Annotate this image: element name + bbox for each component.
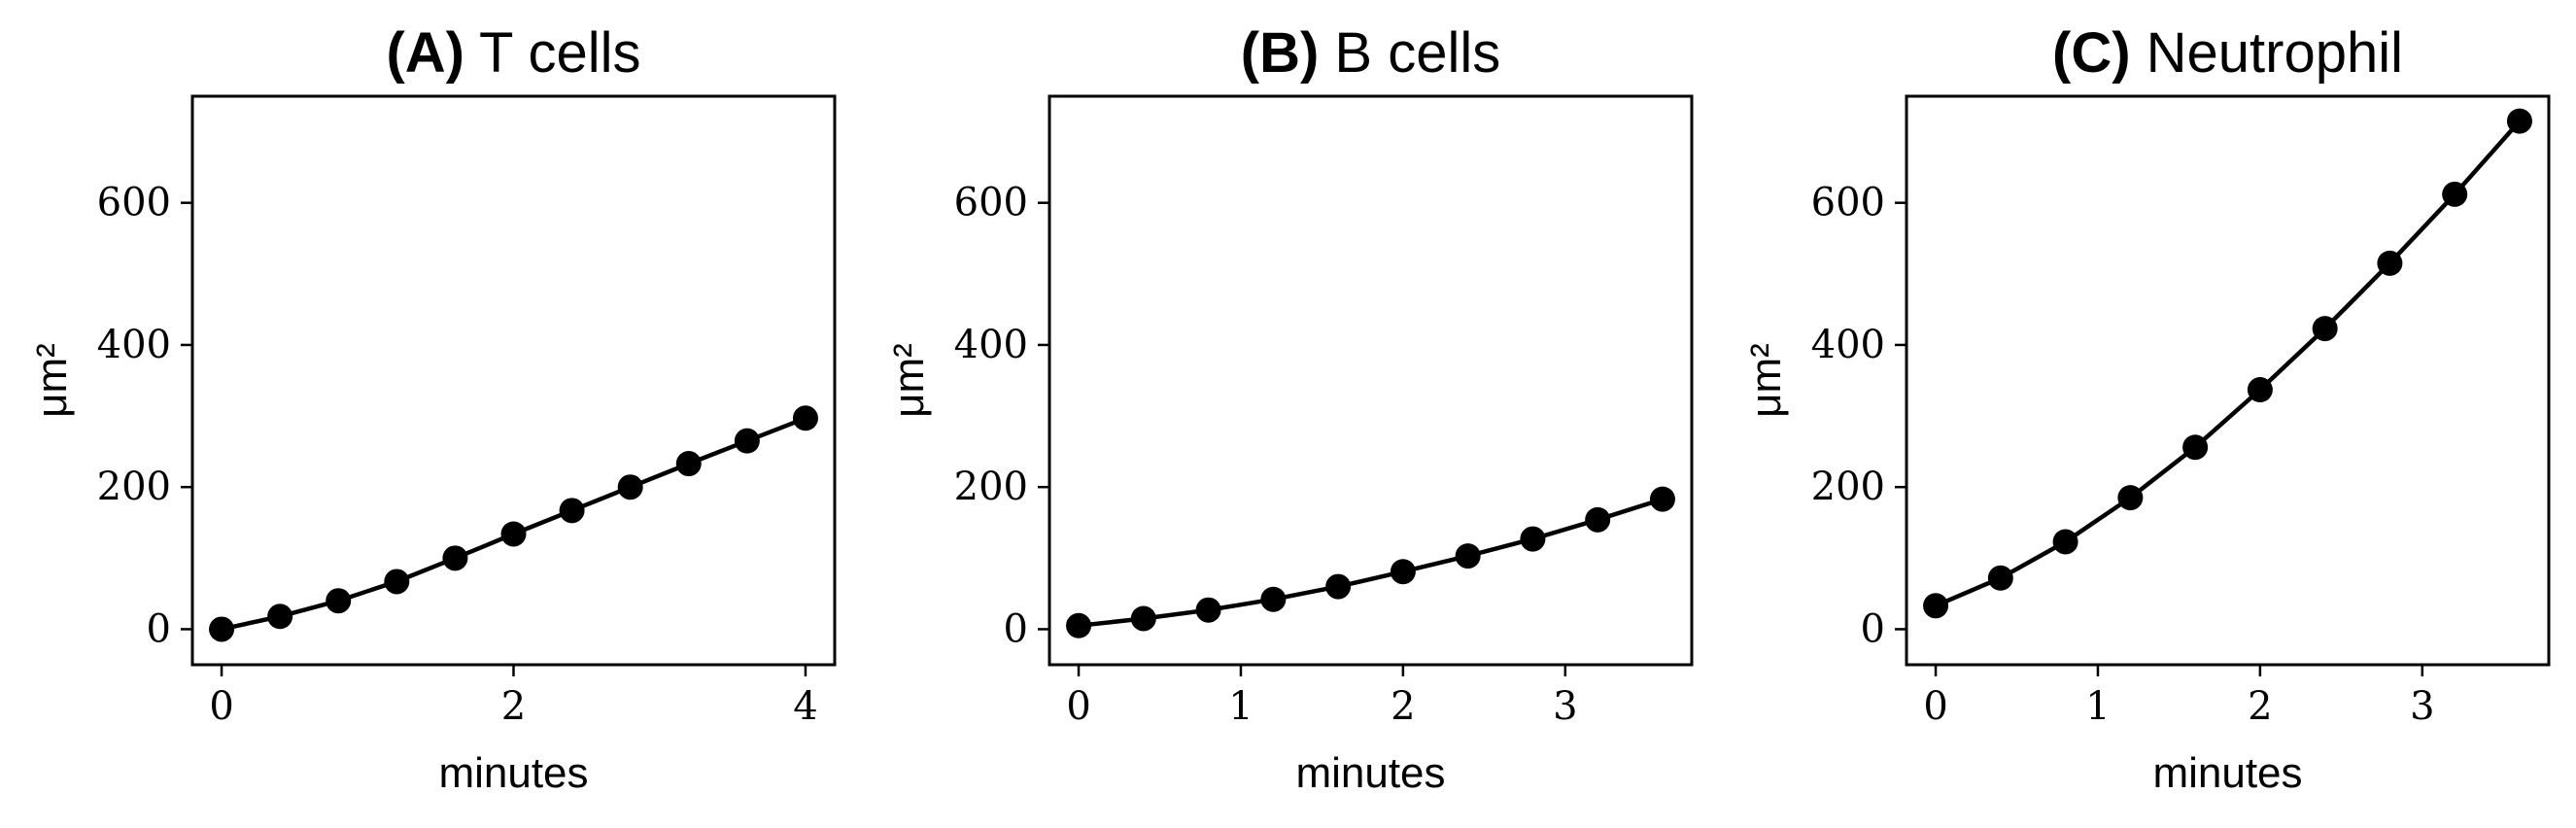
data-point — [559, 498, 585, 524]
plot-frame — [1905, 94, 2551, 667]
panel-title: (A) T cells — [386, 21, 640, 85]
y-tick-label: 200 — [954, 465, 1028, 509]
y-tick-label: 400 — [97, 323, 171, 367]
y-tick-label: 400 — [1811, 323, 1885, 367]
x-tick-label: 0 — [1923, 684, 1947, 729]
data-point — [209, 616, 235, 642]
y-tick-label: 600 — [97, 181, 171, 225]
data-point — [2247, 377, 2273, 403]
x-tick-label: 2 — [1391, 684, 1415, 729]
y-tick-label: 200 — [97, 465, 171, 509]
data-point — [2117, 485, 2144, 511]
x-tick-label: 3 — [2410, 684, 2434, 729]
panel-c-neutrophil: (C) Neutrophil 0 1 2 3 0 200 400 600 minutes μm² — [1742, 21, 2551, 797]
data-point — [792, 405, 818, 431]
panel-title-text: Neutrophil — [2131, 21, 2403, 85]
panel-b-b-cells: (B) B cells 0 1 2 3 0 200 400 600 minutes μm² — [885, 21, 1694, 797]
x-tick-label: 4 — [793, 684, 817, 729]
data-point — [500, 521, 527, 547]
y-axis-label: μm² — [28, 343, 76, 418]
series-line — [1078, 497, 1664, 629]
data-point — [267, 604, 293, 630]
data-point — [1260, 586, 1287, 612]
y-tick-label: 400 — [954, 323, 1028, 367]
data-point — [1649, 486, 1675, 512]
x-tick-label: 1 — [2085, 684, 2110, 729]
panel-title-text: T cells — [464, 21, 641, 85]
data-point — [384, 569, 410, 595]
data-point — [675, 451, 702, 477]
data-point — [617, 474, 643, 500]
panel-title-prefix: (B) — [1241, 21, 1320, 85]
x-axis-label: minutes — [2152, 749, 2302, 797]
x-axis-label: minutes — [438, 749, 588, 797]
y-tick-label: 0 — [1004, 606, 1028, 651]
panel-title-prefix: (C) — [2052, 21, 2131, 85]
plot-frame — [190, 94, 837, 667]
y-tick-label: 0 — [1861, 606, 1885, 651]
data-point — [442, 545, 468, 571]
y-tick-label: 200 — [1811, 465, 1885, 509]
data-point — [1325, 573, 1352, 600]
y-tick-label: 0 — [147, 606, 171, 651]
y-axis-label: μm² — [1742, 343, 1790, 418]
panel-title: (C) Neutrophil — [2052, 21, 2403, 85]
data-point — [2182, 434, 2209, 461]
x-tick-label: 1 — [1228, 684, 1253, 729]
y-tick-label: 600 — [1811, 181, 1885, 225]
panel-title-text: B cells — [1319, 21, 1500, 85]
plot-frame — [1048, 94, 1694, 667]
data-point — [2442, 181, 2468, 207]
x-tick-label: 2 — [501, 684, 526, 729]
y-tick-label: 600 — [954, 181, 1028, 225]
data-point — [2506, 108, 2532, 134]
data-point — [1987, 565, 2013, 591]
data-point — [1455, 543, 1481, 569]
data-point — [1585, 506, 1611, 533]
data-point — [1066, 612, 1092, 638]
y-axis-label: μm² — [885, 343, 933, 418]
panel-title-prefix: (A) — [386, 21, 464, 85]
x-axis-label: minutes — [1295, 749, 1445, 797]
data-point — [1130, 605, 1156, 632]
data-point — [1390, 559, 1416, 585]
data-point — [326, 588, 352, 614]
x-tick-label: 0 — [1066, 684, 1090, 729]
panel-title: (B) B cells — [1241, 21, 1500, 85]
data-point — [1520, 526, 1546, 552]
x-tick-label: 0 — [209, 684, 233, 729]
x-tick-label: 3 — [1553, 684, 1577, 729]
x-tick-label: 2 — [2248, 684, 2272, 729]
data-point — [2312, 316, 2338, 342]
series-line — [1935, 120, 2522, 608]
data-point — [1195, 597, 1221, 623]
data-point — [2377, 250, 2403, 276]
data-point — [1923, 593, 1949, 619]
data-point — [734, 428, 760, 454]
data-point — [2052, 529, 2078, 555]
panel-a-t-cells: (A) T cells 0 2 4 0 200 400 600 minutes μm² — [28, 21, 837, 797]
